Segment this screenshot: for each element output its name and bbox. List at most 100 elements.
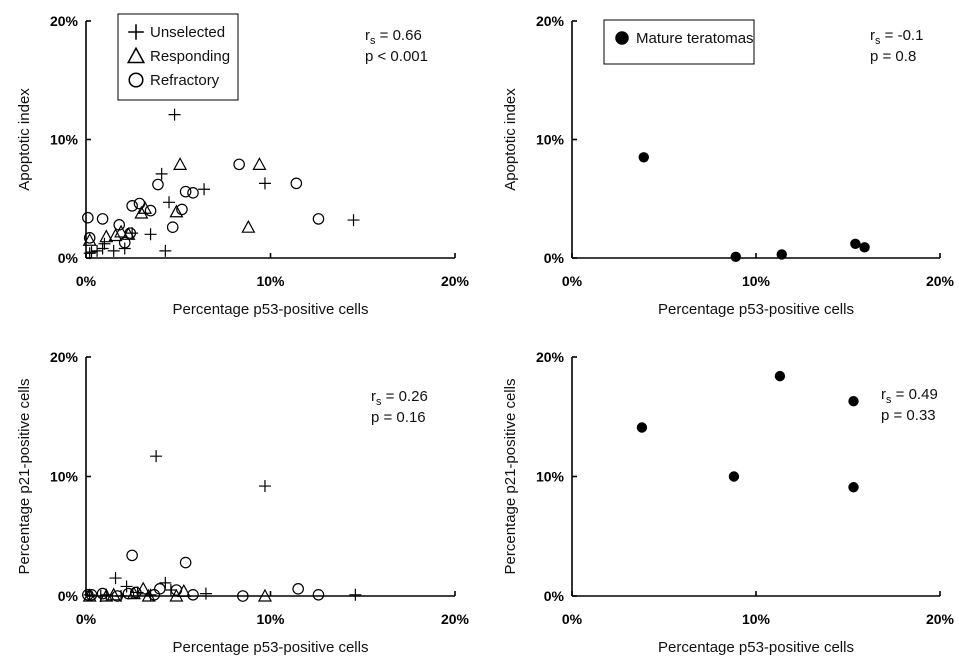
y-axis-label: Apoptotic index: [502, 88, 519, 191]
data-point-circle: [180, 557, 190, 567]
data-point-plus: [198, 183, 210, 195]
x-tick-label: 0%: [562, 273, 583, 289]
y-tick-label: 10%: [536, 132, 565, 148]
scatter-panel-4: 0% 10% 20% 0% 10% 20% Percentage p53-positive …: [502, 349, 955, 656]
legend-entry: Responding: [150, 48, 230, 65]
data-point-circle: [145, 205, 155, 215]
data-point-plus: [108, 245, 120, 257]
x-tick-label: 0%: [76, 611, 97, 627]
data-point-circle: [180, 186, 190, 196]
x-tick-label: 0%: [76, 273, 97, 289]
data-point-circle: [127, 201, 137, 211]
data-point-dot: [859, 242, 869, 252]
legend: Unselected Responding Refractory: [118, 14, 238, 100]
data-point-circle: [97, 214, 107, 224]
data-point-plus: [200, 588, 212, 600]
data-point-circle: [127, 550, 137, 560]
data-point-circle: [291, 178, 301, 188]
scatter-panel-2: 0% 10% 20% 0% 10% 20% Percentage p53-positive …: [502, 13, 955, 318]
data-point-triangle: [242, 221, 254, 232]
scatter-panel-3: 0% 10% 20% 0% 10% 20% Percentage p53-positive …: [16, 349, 470, 656]
data-point-plus: [259, 480, 271, 492]
legend-marker-dot: [615, 31, 629, 45]
legend: Mature teratomas: [604, 20, 754, 64]
y-tick-label: 20%: [536, 13, 565, 29]
data-point-dot: [848, 482, 858, 492]
x-tick-label: 10%: [256, 611, 285, 627]
data-point-plus: [159, 245, 171, 257]
data-point-dot: [850, 239, 860, 249]
data-point-plus: [119, 243, 131, 255]
y-axis-label: Apoptotic index: [16, 88, 33, 191]
x-axis-label: Percentage p53-positive cells: [173, 301, 369, 318]
data-point-circle: [168, 222, 178, 232]
spearman-r-label: rs = 0.26: [371, 388, 428, 408]
data-point-dot: [848, 396, 858, 406]
y-tick-label: 0%: [58, 588, 79, 604]
data-point-plus: [150, 450, 162, 462]
data-point-circle: [155, 584, 165, 594]
y-axis-label: Percentage p21-positive cells: [502, 379, 519, 575]
legend-entry: Refractory: [150, 72, 220, 89]
data-point-plus: [169, 109, 181, 121]
y-tick-label: 20%: [50, 349, 79, 365]
x-tick-label: 20%: [441, 273, 470, 289]
data-point-dot: [775, 371, 785, 381]
p-value-label: p = 0.8: [870, 48, 916, 65]
data-point-plus: [110, 572, 122, 584]
data-point-dot: [639, 152, 649, 162]
p-value-label: p < 0.001: [365, 48, 428, 65]
data-point-circle: [83, 213, 93, 223]
p-value-label: p = 0.16: [371, 409, 426, 426]
p-value-label: p = 0.33: [881, 407, 936, 424]
x-tick-label: 20%: [926, 273, 955, 289]
x-tick-label: 10%: [256, 273, 285, 289]
series-mature-teratomas: [637, 371, 859, 493]
x-tick-label: 20%: [441, 611, 470, 627]
y-axis-label: Percentage p21-positive cells: [16, 379, 33, 575]
data-point-triangle: [170, 206, 182, 217]
data-point-dot: [731, 252, 741, 262]
y-tick-label: 10%: [50, 132, 79, 148]
x-axis-label: Percentage p53-positive cells: [173, 639, 369, 656]
data-point-plus: [159, 577, 171, 589]
data-point-circle: [313, 214, 323, 224]
data-point-plus: [156, 168, 168, 180]
y-tick-label: 20%: [536, 349, 565, 365]
y-tick-label: 10%: [536, 469, 565, 485]
data-point-circle: [293, 584, 303, 594]
data-point-plus: [163, 196, 175, 208]
data-point-dot: [777, 249, 787, 259]
data-point-circle: [134, 198, 144, 208]
legend-entry: Unselected: [150, 24, 225, 41]
data-point-circle: [188, 188, 198, 198]
y-tick-label: 20%: [50, 13, 79, 29]
x-tick-label: 0%: [562, 611, 583, 627]
spearman-r-label: rs = 0.66: [365, 27, 422, 47]
data-point-dot: [729, 471, 739, 481]
x-axis-label: Percentage p53-positive cells: [658, 639, 854, 656]
data-point-triangle: [253, 158, 265, 169]
y-tick-label: 10%: [50, 469, 79, 485]
legend-entry: Mature teratomas: [636, 30, 754, 47]
data-point-circle: [234, 159, 244, 169]
data-point-plus: [86, 246, 98, 258]
data-point-triangle: [174, 158, 186, 169]
y-tick-label: 0%: [544, 250, 565, 266]
data-point-dot: [637, 422, 647, 432]
y-tick-label: 0%: [544, 588, 565, 604]
series-mature-teratomas: [639, 152, 870, 262]
x-tick-label: 10%: [742, 611, 771, 627]
data-point-plus: [349, 589, 361, 601]
x-axis-label: Percentage p53-positive cells: [658, 301, 854, 318]
data-point-plus: [348, 214, 360, 226]
data-point-circle: [153, 179, 163, 189]
data-point-circle: [313, 590, 323, 600]
y-tick-label: 0%: [58, 250, 79, 266]
data-point-plus: [259, 177, 271, 189]
spearman-r-label: rs = -0.1: [870, 27, 923, 47]
x-tick-label: 20%: [926, 611, 955, 627]
data-point-plus: [145, 228, 157, 240]
series-unselected: [84, 450, 362, 602]
